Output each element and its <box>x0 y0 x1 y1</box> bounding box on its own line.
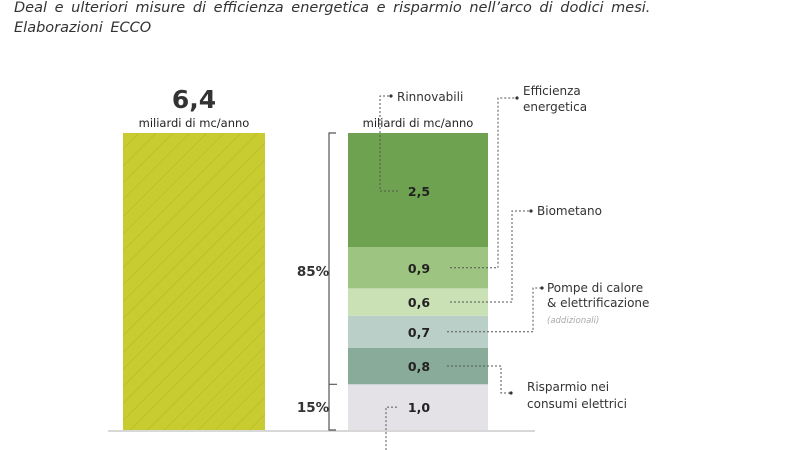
segment-value-label-0: 1,0 <box>408 400 430 415</box>
annotation-efficienza-1: Efficienza <box>523 84 581 98</box>
stack-segment-3 <box>348 288 488 316</box>
stack-segment-4 <box>348 247 488 289</box>
bracket-85-label: 85% <box>297 264 330 280</box>
annotation-efficienza-2: energetica <box>523 100 587 114</box>
segment-value-label-1: 0,8 <box>408 359 430 374</box>
annotation-biometano: Biometano <box>537 204 602 218</box>
total-unit-label: miliardi di mc/anno <box>139 116 250 130</box>
efficienza-dot <box>515 96 519 100</box>
connector-efficienza <box>450 97 516 269</box>
total-value-label: 6,4 <box>172 85 216 114</box>
bracket-15-label: 15% <box>297 400 330 416</box>
rinnovabili-dot <box>389 94 393 98</box>
caption-line-2: Elaborazioni ECCO <box>14 20 152 36</box>
annotation-pompe-2: & elettrificazione <box>547 296 649 310</box>
connector-rinnovabili <box>379 95 398 192</box>
segment-value-label-5: 2,5 <box>408 184 430 199</box>
annotation-rinnovabili: Rinnovabili <box>397 90 463 104</box>
connector-pompe <box>447 287 541 333</box>
biometano-dot <box>529 209 533 213</box>
stack-unit-label: miliardi di mc/anno <box>363 116 474 130</box>
connector-risparmio <box>447 365 510 394</box>
percentage-bracket <box>328 132 337 431</box>
annotation-risparmio-1: Risparmio nei <box>527 380 609 394</box>
segment-value-label-2: 0,7 <box>408 325 430 340</box>
stack-segment-0 <box>348 384 488 430</box>
segment-value-label-4: 0,9 <box>408 261 430 276</box>
pompe-dot <box>540 286 544 290</box>
segment-value-label-3: 0,6 <box>408 295 430 310</box>
caption-line-1: Deal e ulteriori misure di efficienza en… <box>14 0 651 16</box>
annotation-pompe-1: Pompe di calore <box>547 281 643 295</box>
risparmio-dot <box>509 391 513 395</box>
total-bar-hatch <box>123 133 265 430</box>
annotation-risparmio-2: consumi elettrici <box>527 397 627 411</box>
annotation-pompe-3: (addizionali) <box>547 316 599 326</box>
stack-segment-5 <box>348 133 488 248</box>
